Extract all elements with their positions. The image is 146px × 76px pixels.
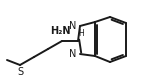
Text: N: N <box>69 21 77 31</box>
Text: S: S <box>17 67 23 76</box>
Text: N: N <box>69 49 77 59</box>
Text: H₂N: H₂N <box>50 26 70 36</box>
Text: H: H <box>78 29 84 39</box>
